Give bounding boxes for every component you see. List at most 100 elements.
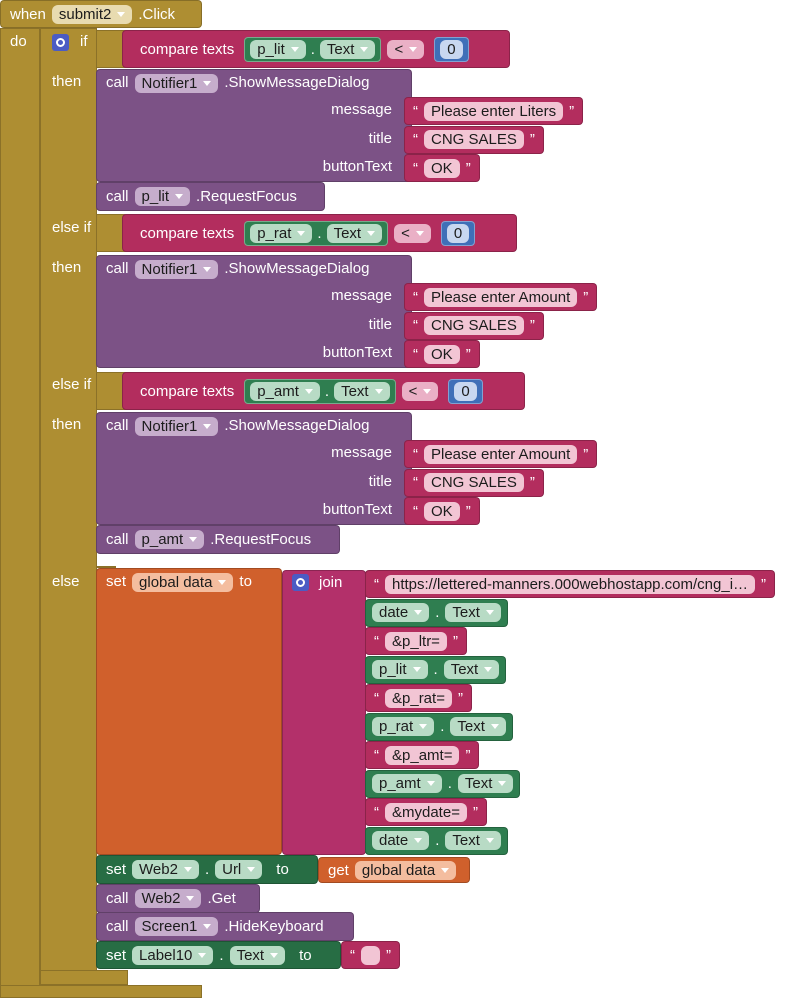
property-dropdown[interactable]: Text — [326, 223, 383, 243]
text-value: &p_amt= — [385, 745, 460, 765]
dropdown-arrow — [198, 952, 207, 958]
component-dropdown[interactable]: Notifier1 — [134, 74, 219, 93]
text-value-text: OK — [431, 345, 453, 363]
text-block: “ OK ” — [404, 497, 480, 525]
property-dropdown[interactable]: Text — [457, 774, 514, 793]
close-quote: ” — [457, 689, 463, 707]
property-dropdown-text: Text — [236, 946, 265, 964]
close-quote: ” — [529, 131, 535, 148]
open-quote: “ — [413, 131, 418, 148]
argument-label: buttonText — [322, 344, 392, 361]
dot: . — [435, 604, 440, 621]
dropdown-arrow — [360, 46, 369, 52]
number-block: 0 — [440, 220, 476, 246]
if-bottom — [40, 970, 128, 985]
number-value: 0 — [440, 39, 463, 59]
component-dropdown[interactable]: p_rat — [372, 717, 435, 736]
argument-label: message — [331, 287, 392, 304]
text-block: “ CNG SALES ” — [404, 125, 544, 154]
component-dropdown-text: p_lit — [141, 188, 170, 205]
component-dropdown[interactable]: Web2 — [134, 889, 202, 908]
component-dropdown[interactable]: Notifier1 — [134, 417, 219, 436]
mutator-gear[interactable] — [52, 34, 69, 51]
property-dropdown[interactable]: Text — [319, 39, 376, 59]
component-dropdown[interactable]: date — [372, 603, 430, 622]
operator-dropdown[interactable]: < — [387, 39, 425, 59]
keyword: set — [106, 861, 127, 878]
text-value-text: &p_ltr= — [392, 632, 440, 650]
compare-texts: compare texts p_amt. Text <0 — [122, 372, 525, 410]
block-label: compare texts — [140, 40, 235, 58]
dropdown-arrow — [419, 724, 428, 729]
open-quote: “ — [413, 317, 418, 334]
join-block: join — [282, 570, 366, 855]
dropdown-arrow — [117, 11, 126, 17]
text-value: CNG SALES — [424, 473, 524, 492]
component-dropdown[interactable]: date — [372, 831, 430, 850]
property-dropdown[interactable]: Text — [445, 603, 501, 622]
component-dropdown[interactable]: Label10 — [132, 945, 214, 965]
variable-dropdown[interactable]: global data — [132, 573, 234, 592]
component-dropdown[interactable]: Screen1 — [134, 917, 219, 936]
component-dropdown[interactable]: p_lit — [134, 187, 191, 206]
component-dropdown[interactable]: p_lit — [250, 39, 306, 59]
keyword: call — [106, 74, 129, 91]
text-value: OK — [424, 501, 460, 521]
getter-block: p_lit. Text — [244, 36, 382, 62]
text-value: https://lettered-manners.000webhostapp.c… — [385, 574, 756, 594]
property-dropdown[interactable]: Text — [450, 717, 506, 736]
property-dropdown[interactable]: Text — [334, 381, 390, 401]
close-quote: ” — [569, 102, 575, 120]
property-dropdown[interactable]: Text — [229, 945, 286, 965]
property-dropdown-text: Url — [222, 861, 242, 878]
dot: . — [447, 775, 452, 792]
operator-dropdown[interactable]: < — [394, 223, 431, 243]
text-value-text: https://lettered-manners.000webhostapp.c… — [392, 575, 749, 593]
text-block: “” — [341, 941, 400, 969]
mutator-gear[interactable] — [292, 574, 309, 591]
getter-block: date. Text — [365, 826, 508, 855]
component-dropdown-text: submit2 — [58, 5, 112, 23]
method-name: .ShowMessageDialog — [224, 74, 370, 91]
argument-label: message — [331, 444, 392, 461]
block-label: compare texts — [140, 382, 235, 400]
dropdown-arrow — [297, 230, 306, 236]
property-dropdown-text: Text — [333, 224, 362, 242]
keyword: set — [106, 946, 127, 964]
component-dropdown-text: p_amt — [257, 382, 299, 400]
component-dropdown[interactable]: Notifier1 — [134, 260, 219, 279]
close-quote: ” — [583, 288, 589, 306]
text-value — [361, 945, 380, 965]
component-dropdown[interactable]: Web2 — [132, 860, 199, 879]
operator-dropdown[interactable]: < — [401, 381, 439, 401]
dropdown-arrow — [367, 230, 376, 236]
open-quote: “ — [374, 803, 379, 821]
component-dropdown[interactable]: p_lit — [372, 660, 428, 679]
method-name: .RequestFocus — [210, 531, 312, 548]
dropdown-arrow — [498, 781, 507, 786]
text-block: “ CNG SALES ” — [404, 311, 544, 340]
text-value-text: Please enter Amount — [431, 445, 571, 463]
property-dropdown[interactable]: Url — [215, 860, 263, 879]
text-block: “ https://lettered-manners.000webhostapp.… — [365, 570, 776, 598]
getter-block: p_amt. Text — [244, 378, 396, 404]
dropdown-arrow — [203, 81, 212, 86]
component-dropdown-text: Web2 — [139, 861, 178, 878]
keyword: then — [52, 259, 82, 276]
component-dropdown[interactable]: p_amt — [134, 530, 205, 549]
text-block: “ &mydate= ” — [365, 798, 487, 826]
property-dropdown[interactable]: Text — [445, 831, 501, 850]
variable-dropdown[interactable]: global data — [354, 860, 457, 880]
component-dropdown[interactable]: p_amt — [250, 381, 320, 401]
property-dropdown[interactable]: Text — [443, 660, 500, 679]
text-value: Please enter Amount — [424, 287, 578, 307]
property-dropdown-text: Text — [457, 718, 485, 735]
component-dropdown[interactable]: p_amt — [372, 774, 442, 793]
component-dropdown[interactable]: submit2 — [51, 4, 133, 24]
component-dropdown-text: Web2 — [141, 890, 181, 907]
component-dropdown[interactable]: p_rat — [250, 223, 313, 243]
text-value: Please enter Liters — [424, 101, 564, 121]
component-dropdown-text: date — [379, 604, 409, 621]
close-quote: ” — [465, 502, 471, 520]
component-dropdown-text: Notifier1 — [141, 75, 198, 92]
